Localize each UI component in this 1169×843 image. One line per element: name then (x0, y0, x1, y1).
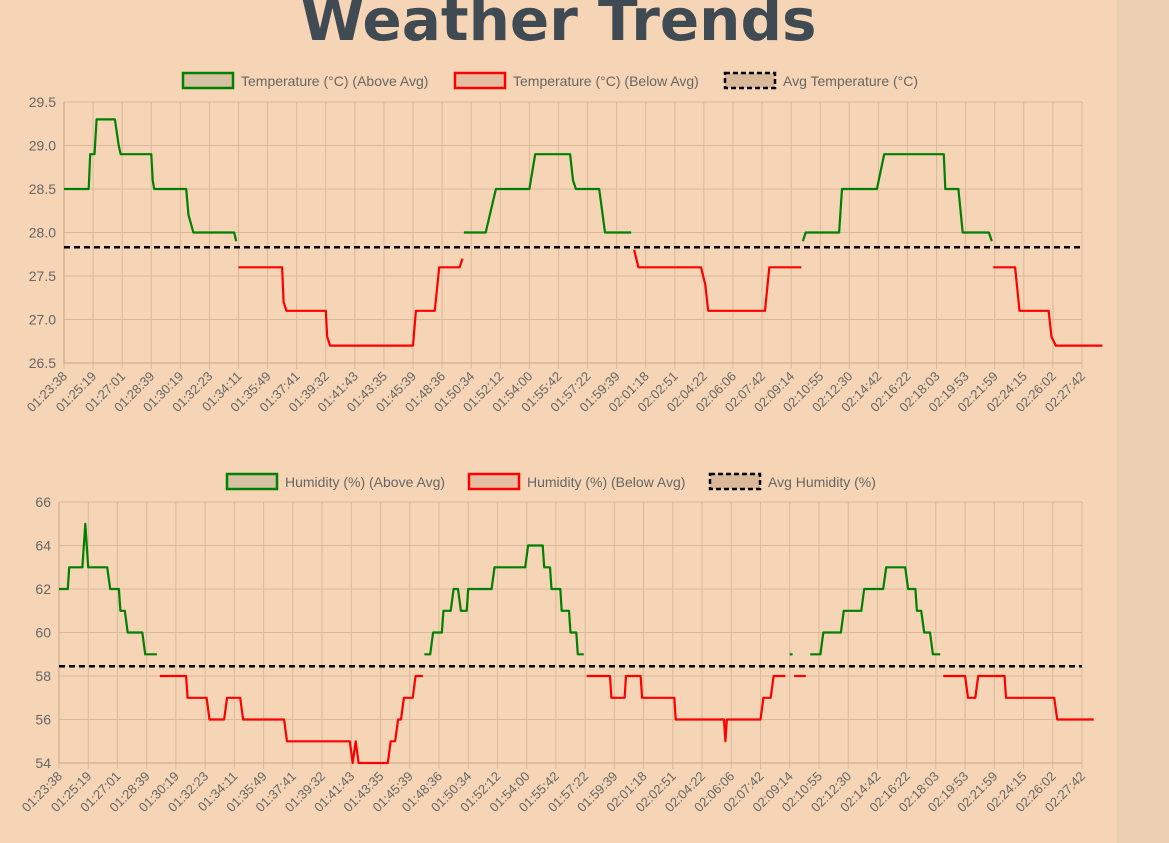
temp-legend-swatch (453, 71, 507, 90)
hum-y-tick-label: 56 (35, 712, 51, 728)
temp-y-tick-label: 29.5 (29, 94, 56, 110)
hum-legend-label: Humidity (%) (Below Avg) (527, 474, 685, 490)
hum-legend-item-2: Avg Humidity (%) (708, 472, 876, 491)
temp-series-below-avg-3 (633, 249, 802, 312)
temp-y-tick-label: 28.0 (29, 225, 56, 241)
hum-series-below-avg-1 (159, 674, 423, 765)
temp-legend-label: Temperature (°C) (Above Avg) (241, 73, 428, 89)
temp-y-tick-label: 27.0 (29, 312, 56, 328)
hum-legend-label: Humidity (%) (Above Avg) (285, 474, 445, 490)
temp-series-above-avg-0 (64, 118, 238, 242)
hum-y-tick-label: 60 (35, 625, 51, 641)
hum-y-tick-label: 64 (35, 538, 51, 554)
page-right-margin (1117, 0, 1169, 843)
temperature-chart: 26.527.027.528.028.529.029.501:23:3801:2… (24, 71, 1103, 415)
hum-y-tick-label: 62 (35, 581, 51, 597)
temp-legend-label: Avg Temperature (°C) (783, 73, 918, 89)
hum-series-above-avg-6 (810, 566, 941, 656)
temp-series-above-avg-4 (801, 153, 993, 242)
hum-legend-label: Avg Humidity (%) (768, 474, 876, 490)
hum-series-above-avg-0 (59, 522, 157, 656)
hum-y-tick-label: 58 (35, 668, 51, 684)
hum-series-below-avg-3 (586, 674, 786, 743)
temp-grid (63, 101, 1083, 369)
temp-legend-item-2: Avg Temperature (°C) (723, 71, 918, 90)
hum-legend-swatch (225, 472, 279, 491)
temp-legend-swatch (181, 71, 235, 90)
hum-legend-swatch (708, 472, 762, 491)
hum-legend-item-0: Humidity (%) (Above Avg) (225, 472, 445, 491)
hum-grid (58, 501, 1083, 769)
temp-y-tick-label: 28.5 (29, 181, 56, 197)
page-title: Weather Trends (300, 0, 817, 54)
hum-legend-item-1: Humidity (%) (Below Avg) (467, 472, 685, 491)
hum-y-tick-label: 54 (35, 755, 51, 771)
temp-legend-item-0: Temperature (°C) (Above Avg) (181, 71, 428, 90)
temp-y-tick-label: 26.5 (29, 355, 56, 371)
hum-legend-swatch (467, 472, 521, 491)
temp-legend-item-1: Temperature (°C) (Below Avg) (453, 71, 699, 90)
temp-legend-label: Temperature (°C) (Below Avg) (513, 73, 699, 89)
hum-series-above-avg-2 (424, 544, 584, 656)
temp-y-tick-label: 29.0 (29, 138, 56, 154)
hum-series-below-avg-7 (943, 674, 1094, 721)
temp-series-above-avg-2 (463, 153, 632, 234)
temp-series-below-avg-1 (238, 258, 464, 347)
temp-legend-swatch (723, 71, 777, 90)
temp-y-tick-label: 27.5 (29, 268, 56, 284)
temp-series-below-avg-5 (993, 266, 1103, 347)
humidity-chart: 5456586062646601:23:3801:25:1901:27:0101… (19, 472, 1094, 815)
hum-y-tick-label: 66 (35, 494, 51, 510)
